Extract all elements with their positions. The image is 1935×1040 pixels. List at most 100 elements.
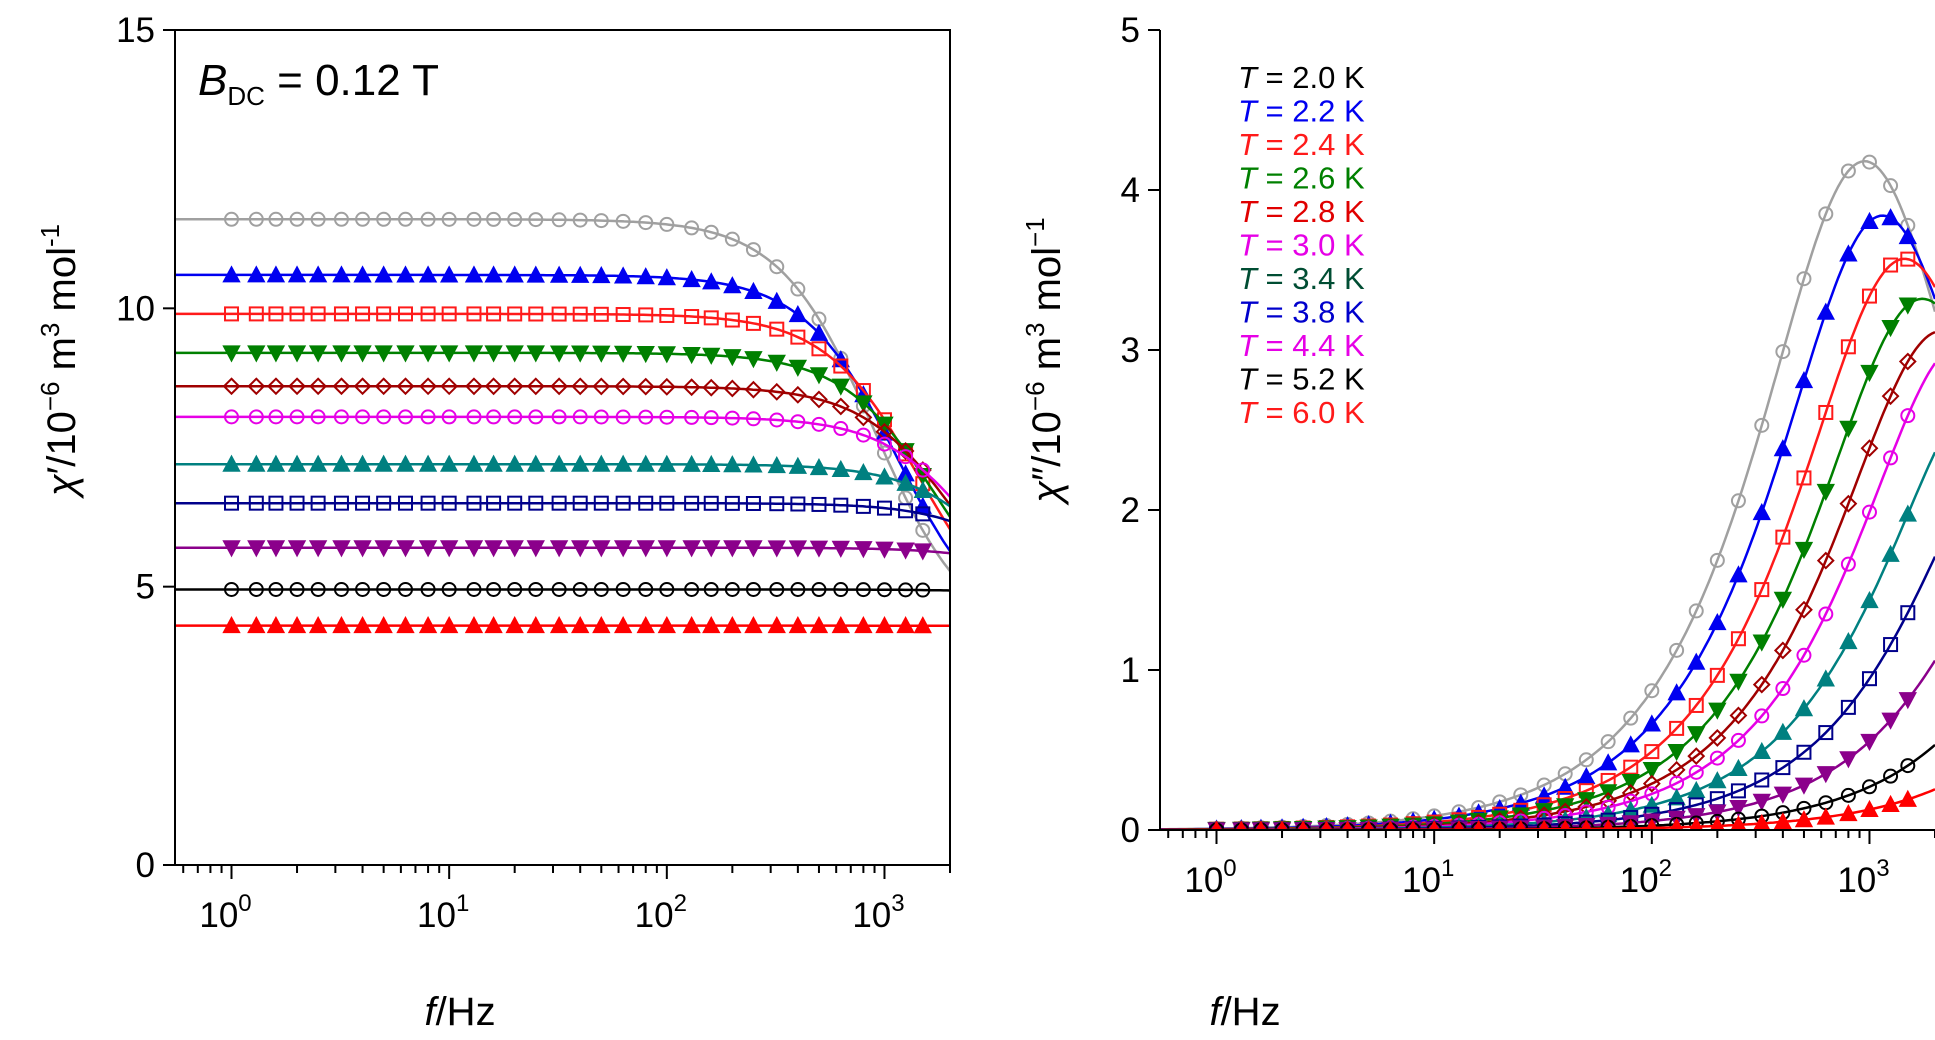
- chi-prime-point-0-6: [355, 211, 371, 227]
- chi-prime-point-4-13: [505, 377, 524, 396]
- chi-prime-point-2-12: [486, 306, 502, 322]
- chi-prime-point-0-7: [376, 211, 392, 227]
- chi-prime-point-8-19: [636, 540, 655, 558]
- chi-double-prime-point-10-20: [1645, 818, 1659, 830]
- chi-prime-point-9-1: [248, 581, 264, 597]
- chi-double-prime-point-0-27: [1796, 271, 1812, 287]
- chi-prime-point-5-21: [684, 409, 700, 425]
- chi-prime-point-10-27: [809, 616, 829, 634]
- chi-double-prime-point-9-31: [1883, 768, 1899, 784]
- chi-prime-point-4-31: [896, 442, 915, 460]
- chi-prime-point-2-3: [289, 306, 305, 322]
- chi-prime-point-2-16: [572, 306, 588, 322]
- chi-prime-point-6-25: [767, 455, 786, 474]
- chi-prime-point-4-1: [247, 377, 266, 396]
- chi-double-prime-point-7-24: [1730, 783, 1746, 799]
- chi-prime-point-8-3: [287, 540, 307, 558]
- chi-prime-point-3-20: [657, 346, 676, 364]
- chi-double-prime-point-1-26: [1773, 439, 1793, 457]
- chi-prime-frame: [174, 29, 951, 866]
- chi-prime-point-1-7: [374, 265, 393, 283]
- chi-prime-series-10: [175, 616, 950, 634]
- chi-double-prime-point-8-27: [1794, 777, 1814, 795]
- chi-prime-point-8-11: [464, 540, 484, 558]
- chi-double-prime-point-10-27: [1794, 810, 1814, 828]
- chi-prime-point-9-19: [638, 581, 654, 597]
- chi-double-prime-axes: 0 1 2 3 4 5 100 101 102 103: [1121, 11, 1935, 900]
- chi-prime-point-4-9: [419, 377, 437, 396]
- chi-prime-xtick-label-0: 100: [199, 890, 251, 935]
- chi-prime-point-4-28: [831, 397, 850, 416]
- chi-double-prime-point-5-31: [1883, 450, 1899, 466]
- chi-double-prime-ytick-label-3: 3: [1121, 331, 1140, 370]
- chi-prime-point-9-26: [790, 581, 806, 597]
- chi-prime-point-5-14: [528, 409, 544, 425]
- chi-prime-ytick-label-3: 15: [116, 11, 155, 50]
- chi-prime-point-0-4: [310, 211, 326, 227]
- temperature-legend: T = 2.0 KT = 2.2 KT = 2.4 KT = 2.6 KT = …: [1238, 60, 1365, 430]
- chi-prime-point-10-25: [767, 616, 786, 634]
- chi-prime-point-0-12: [486, 211, 502, 227]
- chi-prime-point-7-28: [833, 497, 849, 513]
- chi-prime-point-1-27: [809, 323, 829, 341]
- chi-double-prime-point-10-32: [1898, 789, 1917, 807]
- chi-prime-point-8-29: [854, 541, 873, 559]
- chi-prime-point-10-31: [896, 616, 915, 634]
- chi-prime-point-5-10: [441, 409, 457, 425]
- chi-prime-point-10-17: [592, 616, 611, 634]
- chi-prime-point-4-26: [788, 385, 807, 404]
- chi-prime-point-2-10: [441, 306, 457, 322]
- chi-prime-point-5-0: [224, 409, 240, 425]
- chi-prime-point-7-27: [811, 496, 827, 512]
- chi-prime-point-6-3: [287, 454, 307, 472]
- chi-double-prime-point-0-17: [1578, 752, 1594, 768]
- chi-double-prime-point-0-22: [1688, 603, 1704, 619]
- chi-double-prime-point-0-19: [1623, 710, 1639, 726]
- chi-prime-series-5: [175, 409, 950, 498]
- chi-prime-point-8-13: [505, 540, 524, 558]
- chi-prime-point-6-26: [788, 456, 808, 474]
- chi-double-prime-point-2-30: [1861, 288, 1877, 304]
- chi-prime-point-8-22: [702, 540, 721, 558]
- chi-prime-point-4-0: [222, 377, 241, 396]
- chi-double-prime-point-1-30: [1860, 211, 1879, 230]
- chi-double-prime-point-6-25: [1752, 741, 1771, 760]
- chi-double-prime-ytick-label-5: 5: [1121, 11, 1140, 50]
- chi-prime-point-2-14: [528, 306, 544, 322]
- chi-double-prime-point-7-25: [1754, 772, 1770, 788]
- chi-prime-point-3-29: [854, 395, 873, 413]
- chi-prime-point-10-30: [875, 616, 894, 634]
- chi-prime-point-6-12: [484, 454, 503, 472]
- chi-prime-point-5-13: [507, 409, 523, 425]
- chi-prime-point-6-0: [222, 454, 241, 472]
- chi-prime-point-3-12: [484, 345, 503, 363]
- chi-prime-point-1-25: [767, 291, 786, 309]
- chi-double-prime-point-1-20: [1642, 714, 1661, 732]
- chi-double-prime-point-3-32: [1898, 297, 1917, 315]
- chi-prime-point-9-8: [397, 581, 413, 597]
- chi-double-prime-point-10-17: [1580, 819, 1593, 830]
- chi-double-prime-point-5-24: [1730, 732, 1746, 748]
- chi-double-prime-point-8-29: [1839, 751, 1858, 769]
- chi-prime-plot-area: [175, 211, 950, 634]
- chi-prime-point-2-19: [638, 307, 654, 323]
- chi-prime-point-5-8: [397, 409, 413, 425]
- chi-double-prime-point-6-30: [1860, 590, 1879, 609]
- chi-prime-point-2-8: [397, 306, 413, 322]
- chi-prime-point-3-21: [682, 346, 701, 365]
- chi-double-prime-point-5-26: [1775, 681, 1791, 697]
- chi-prime-point-8-32: [913, 543, 932, 561]
- chi-prime-point-3-24: [744, 351, 763, 369]
- chi-prime-point-9-11: [466, 581, 482, 597]
- legend-entry-5: T = 3.0 K: [1238, 228, 1365, 263]
- chi-prime-point-5-25: [769, 412, 785, 428]
- chi-prime-point-9-2: [268, 581, 284, 597]
- chi-prime-point-9-30: [876, 582, 892, 598]
- chi-prime-point-6-28: [831, 459, 850, 477]
- chi-prime-point-4-14: [526, 377, 545, 396]
- chi-prime-point-9-15: [551, 581, 567, 597]
- chi-double-prime-point-7-29: [1840, 699, 1856, 715]
- chi-prime-point-8-17: [592, 540, 611, 558]
- chi-prime-point-7-14: [528, 495, 544, 511]
